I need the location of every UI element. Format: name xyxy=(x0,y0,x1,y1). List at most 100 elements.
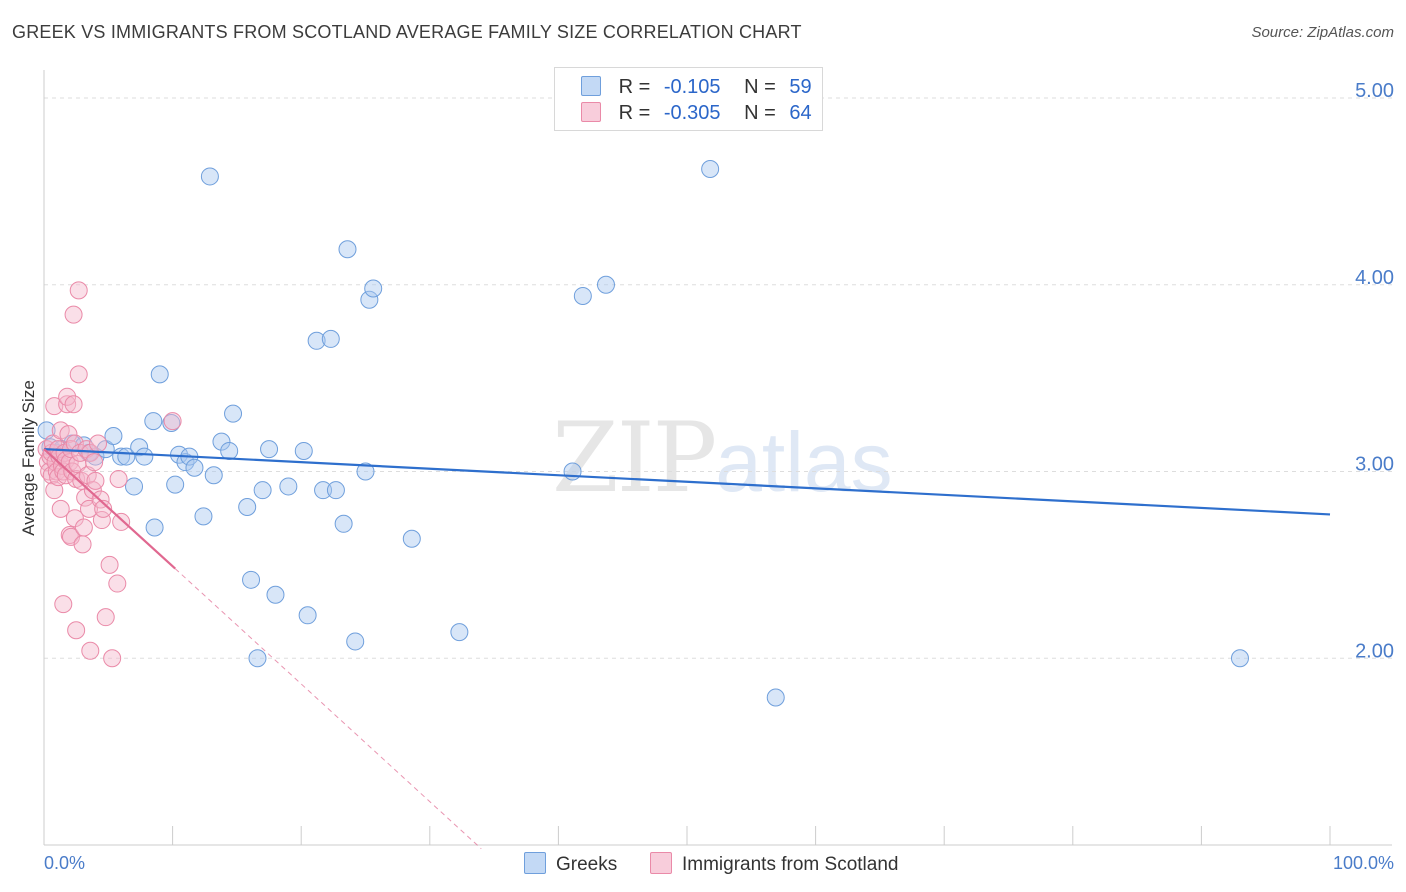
greeks-point xyxy=(185,458,204,477)
axes xyxy=(43,70,1392,846)
n-label: N = xyxy=(744,102,776,124)
watermark-zip: ZIP xyxy=(552,402,717,514)
scotland-point xyxy=(67,621,86,640)
greeks-point xyxy=(145,518,164,537)
watermark: ZIPatlas xyxy=(552,402,893,514)
scotland-point xyxy=(109,469,128,488)
source-label: Source: ZipAtlas.com xyxy=(1251,24,1394,41)
greeks-point xyxy=(356,462,375,481)
greeks-point xyxy=(294,441,313,460)
greeks-point xyxy=(402,529,421,548)
r-value: -0.105 xyxy=(663,76,721,98)
scotland-point xyxy=(81,641,100,660)
greeks-points xyxy=(37,159,1249,707)
watermark-atlas: atlas xyxy=(715,415,893,509)
scotland-trend-extension xyxy=(174,568,482,850)
greeks-point xyxy=(242,570,261,589)
scotland-point xyxy=(163,412,182,431)
y-tick-label: 3.00 xyxy=(1355,454,1394,476)
greeks-point xyxy=(224,404,243,423)
scotland-point xyxy=(58,387,77,406)
y-tick-label: 2.00 xyxy=(1355,640,1394,662)
greeks-point xyxy=(338,240,357,259)
scotland-point xyxy=(108,574,127,593)
scotland-legend-swatch xyxy=(650,852,672,874)
n-value: 64 xyxy=(789,102,812,124)
greeks-point xyxy=(253,481,272,500)
n-label: N = xyxy=(744,76,776,98)
legend-row-greeks: R = -0.105 N = 59 xyxy=(581,76,812,100)
scotland-trend-line xyxy=(43,448,176,570)
greeks-point xyxy=(220,441,239,460)
correlation-legend: R = -0.105 N = 59 R = -0.305 N = 64 xyxy=(554,67,823,131)
r-label: R = xyxy=(618,102,651,124)
greeks-point xyxy=(260,440,279,459)
scotland-point xyxy=(49,468,68,487)
scotland-point xyxy=(54,595,73,614)
greeks-point xyxy=(450,623,469,642)
scotland-point xyxy=(58,395,77,414)
greeks-point xyxy=(130,438,149,457)
greeks-point xyxy=(125,477,144,496)
x-tick-label: 0.0% xyxy=(44,853,85,873)
scotland-point xyxy=(112,512,131,531)
greeks-point xyxy=(360,290,379,309)
greeks-point xyxy=(346,632,365,651)
scotland-point xyxy=(74,518,93,537)
greeks-point xyxy=(1230,649,1249,668)
scotland-point xyxy=(69,365,88,384)
scotland-point xyxy=(73,535,92,554)
r-label: R = xyxy=(618,76,651,98)
legend-row-scotland: R = -0.305 N = 64 xyxy=(581,102,812,126)
greeks-point xyxy=(298,606,317,625)
greeks-point xyxy=(238,497,257,516)
greeks-point xyxy=(135,447,154,466)
greeks-point xyxy=(326,481,345,500)
greeks-point xyxy=(37,421,56,440)
greeks-point xyxy=(144,412,163,431)
trend-lines xyxy=(43,447,1331,850)
y-tick-label: 5.00 xyxy=(1355,80,1394,102)
chart-title: GREEK VS IMMIGRANTS FROM SCOTLAND AVERAG… xyxy=(12,22,802,42)
scotland-point xyxy=(89,434,108,453)
scotland-point xyxy=(64,305,83,324)
greeks-point xyxy=(766,688,785,707)
greeks-point xyxy=(701,159,720,178)
scotland-point xyxy=(100,555,119,574)
greeks-point xyxy=(194,507,213,526)
scotland-point xyxy=(96,608,115,627)
scotland-swatch xyxy=(581,102,601,122)
greeks-point xyxy=(364,279,383,298)
y-tick-label: 4.00 xyxy=(1355,267,1394,289)
greeks-legend-label: Greeks xyxy=(556,854,618,875)
scotland-point xyxy=(76,488,95,507)
scotland-point xyxy=(86,471,105,490)
scotland-points xyxy=(37,281,182,668)
scotland-point xyxy=(64,395,83,414)
greeks-point xyxy=(200,167,219,186)
legend-item-scotland: Immigrants from Scotland xyxy=(650,852,898,876)
scotland-point xyxy=(69,281,88,300)
greeks-swatch xyxy=(581,76,601,96)
greeks-point xyxy=(573,286,592,305)
greeks-point xyxy=(104,427,123,446)
greeks-point xyxy=(596,275,615,294)
scotland-point xyxy=(103,649,122,668)
scotland-point xyxy=(94,499,113,518)
greeks-point xyxy=(563,462,582,481)
tick-labels: 2.00 3.00 4.00 5.00 0.0% 100.0% xyxy=(44,80,1394,873)
scotland-point xyxy=(85,453,104,472)
greeks-point xyxy=(266,585,285,604)
greeks-point xyxy=(314,481,333,500)
greeks-point xyxy=(248,649,267,668)
series-legend: Greeks Immigrants from Scotland xyxy=(0,852,1406,878)
greeks-point xyxy=(150,365,169,384)
n-value: 59 xyxy=(789,76,812,98)
legend-item-greeks: Greeks xyxy=(524,852,617,876)
greeks-point xyxy=(279,477,298,496)
greeks-point xyxy=(166,475,185,494)
scotland-legend-label: Immigrants from Scotland xyxy=(682,854,899,875)
scotland-point xyxy=(59,425,78,444)
scotland-point xyxy=(65,509,84,528)
